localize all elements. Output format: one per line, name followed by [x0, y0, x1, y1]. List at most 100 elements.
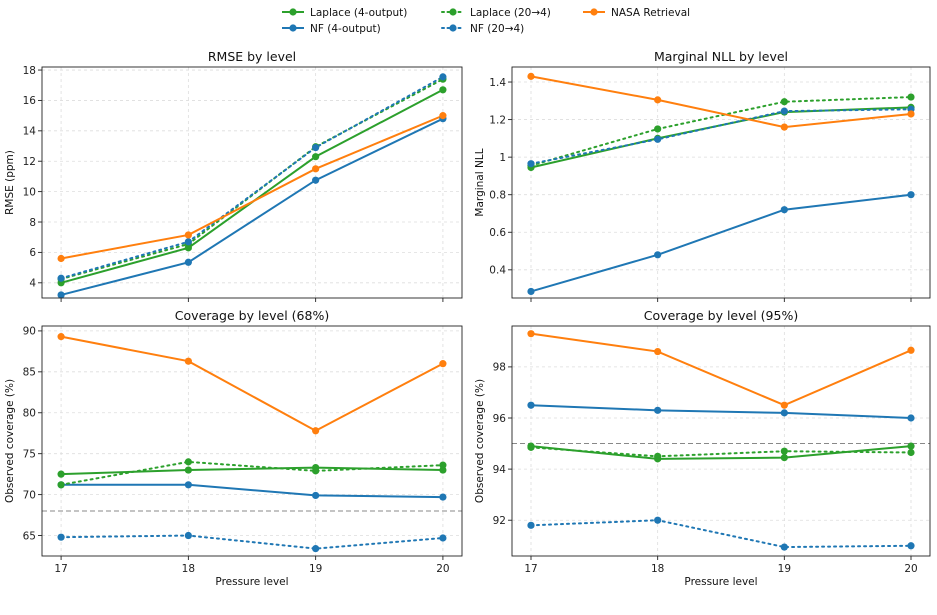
legend-label: NF (20→4)	[470, 23, 524, 35]
data-point-nasa-retrieval	[312, 427, 320, 435]
data-point-nasa-retrieval	[907, 110, 915, 118]
data-point-nasa-retrieval	[654, 96, 662, 104]
legend-marker	[449, 8, 457, 16]
y-tick-label: 1.4	[489, 77, 506, 89]
data-point-laplace-4-output	[312, 153, 320, 161]
legend-marker	[449, 24, 457, 32]
y-tick-label: 98	[493, 362, 506, 374]
data-point-laplace-20-to-4	[907, 448, 915, 457]
legend-label: Laplace (20→4)	[470, 7, 551, 19]
y-tick-label: 8	[29, 217, 36, 229]
y-tick-label: 85	[23, 367, 36, 379]
legend-item-nasa-retrieval: NASA Retrieval	[583, 7, 690, 19]
legend-item-nf-20-to-4: NF (20→4)	[441, 23, 524, 35]
legend-item-laplace-4-output: Laplace (4-output)	[282, 7, 407, 19]
legend-label: NASA Retrieval	[611, 7, 690, 19]
data-point-nf-20-to-4	[780, 543, 788, 551]
y-tick-label: 6	[29, 247, 36, 259]
series-line-nasa-retrieval	[60, 335, 444, 432]
data-point-nf-20-to-4	[312, 143, 320, 152]
series-line-laplace-20-to-4	[60, 460, 444, 486]
series-line-nf-20-to-4	[530, 519, 912, 549]
chart-title: Coverage by level (68%)	[175, 308, 329, 323]
series-line-nf-4-output	[60, 117, 444, 296]
data-point-laplace-20-to-4	[439, 461, 447, 469]
data-point-laplace-4-output	[907, 442, 915, 450]
y-tick-label: 65	[23, 530, 36, 542]
data-point-nf-20-to-4	[184, 531, 192, 540]
data-point-nasa-retrieval	[654, 347, 662, 356]
data-point-nf-4-output	[527, 401, 535, 409]
series-line-nf-20-to-4	[530, 108, 912, 165]
y-tick-label: 4	[29, 278, 36, 290]
data-point-nf-20-to-4	[57, 274, 65, 282]
chart-title: Marginal NLL by level	[654, 49, 788, 64]
chart-panel-1: 4 6 8 10 12 14 16 18 RMSE by level RMSE (ppm)	[4, 49, 463, 302]
y-tick-label: 18	[23, 65, 36, 77]
data-point-nf-4-output	[184, 258, 192, 266]
data-point-nf-20-to-4	[654, 135, 662, 143]
y-tick-label: 0.8	[489, 190, 506, 202]
data-point-nf-20-to-4	[907, 542, 915, 550]
chart-title: Coverage by level (95%)	[644, 308, 798, 323]
data-point-nf-20-to-4	[57, 533, 65, 541]
data-point-nf-4-output	[184, 481, 192, 489]
y-tick-label: 70	[23, 489, 36, 501]
series-line-laplace-20-to-4	[60, 78, 444, 281]
legend-marker	[289, 24, 297, 32]
series-line-nf-4-output	[530, 193, 912, 293]
data-point-nf-4-output	[907, 414, 915, 422]
data-point-laplace-20-to-4	[312, 467, 320, 475]
x-tick-label: 18	[651, 563, 664, 575]
x-tick-label: 19	[309, 563, 322, 575]
data-point-nf-4-output	[654, 251, 662, 259]
y-tick-label: 0.6	[489, 227, 506, 239]
data-point-nasa-retrieval	[439, 112, 447, 120]
data-point-laplace-20-to-4	[780, 98, 788, 106]
y-tick-label: 12	[23, 156, 36, 168]
legend-item-laplace-20-to-4: Laplace (20→4)	[441, 7, 551, 19]
legend-label: NF (4-output)	[310, 23, 381, 35]
data-point-nasa-retrieval	[907, 346, 915, 354]
y-tick-label: 94	[493, 464, 507, 476]
data-point-nf-4-output	[780, 409, 788, 417]
data-point-nf-20-to-4	[439, 73, 447, 81]
data-point-nf-4-output	[527, 287, 535, 296]
y-axis-label: Observed coverage (%)	[474, 379, 486, 503]
data-point-nf-20-to-4	[780, 107, 788, 115]
series-line-laplace-4-output	[530, 106, 912, 169]
axes-frame	[511, 325, 931, 557]
y-tick-label: 10	[23, 186, 36, 198]
series-line-nf-4-output	[530, 404, 912, 419]
legend-marker	[289, 8, 297, 16]
y-axis-label: Marginal NLL	[474, 148, 486, 216]
data-point-nf-4-output	[654, 406, 662, 414]
data-point-nasa-retrieval	[780, 401, 788, 409]
y-tick-label: 16	[23, 95, 37, 107]
data-point-nasa-retrieval	[184, 357, 192, 365]
series-line-laplace-4-output	[60, 88, 444, 284]
x-tick-label: 19	[778, 563, 791, 575]
data-point-nasa-retrieval	[57, 333, 65, 341]
data-point-laplace-4-output	[780, 454, 788, 462]
series-line-nf-20-to-4	[60, 75, 444, 280]
data-point-nf-4-output	[312, 491, 320, 500]
y-tick-label: 1.2	[489, 114, 506, 126]
axes-frame	[511, 66, 931, 299]
x-tick-label: 17	[54, 563, 67, 575]
chart-panel-2: 0.4 0.6 0.8 1 1.2 1.4 Marginal NLL by level Mar…	[474, 49, 931, 302]
data-point-nf-20-to-4	[527, 521, 535, 529]
data-point-nf-20-to-4	[312, 545, 320, 553]
series-line-nasa-retrieval	[530, 332, 912, 407]
y-axis-label: Observed coverage (%)	[4, 379, 16, 503]
y-tick-label: 96	[493, 413, 507, 425]
legend: Laplace (4-output) NF (4-output) Laplace (…	[282, 7, 690, 35]
chart-panel-3: 65 70 75 80 85 90 17 18 19 20 Coverage by level (6…	[4, 308, 463, 588]
series-line-nasa-retrieval	[530, 75, 912, 129]
data-point-nasa-retrieval	[57, 254, 65, 263]
series-line-nf-4-output	[61, 483, 443, 499]
legend-label: Laplace (4-output)	[310, 7, 407, 19]
data-point-laplace-20-to-4	[527, 443, 535, 451]
